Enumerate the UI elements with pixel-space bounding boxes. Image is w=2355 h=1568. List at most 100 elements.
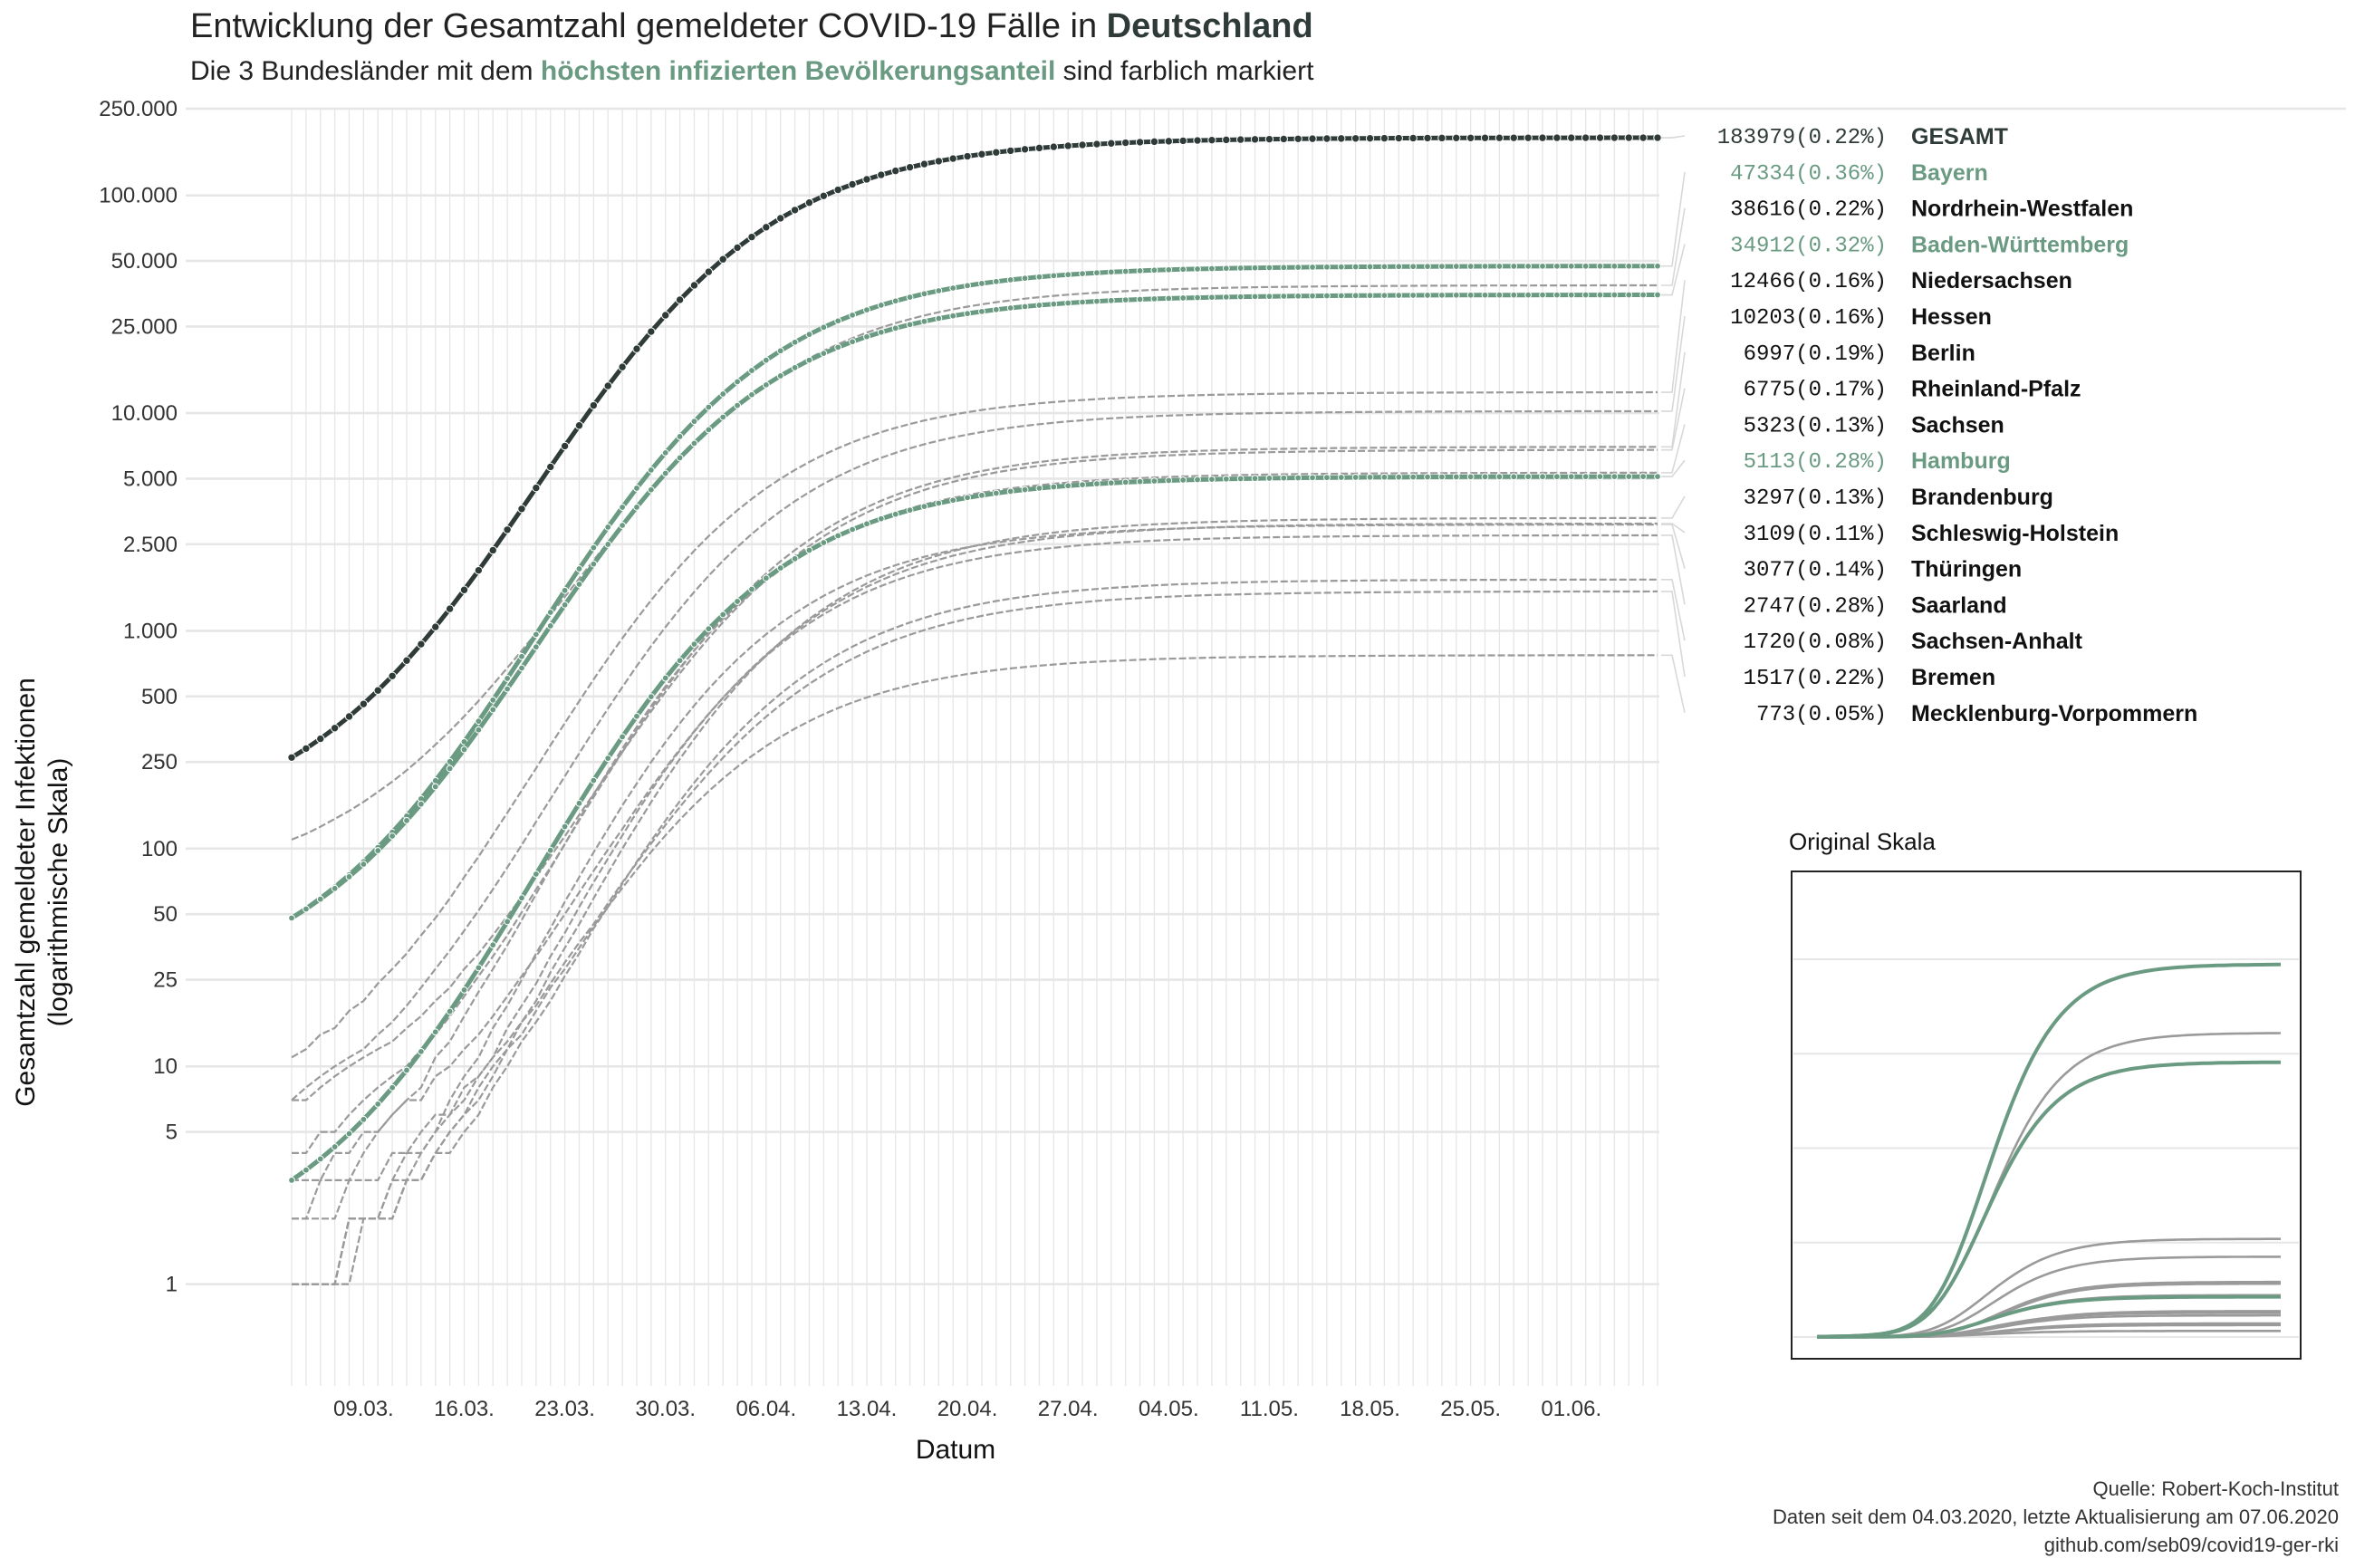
subtitle-prefix: Die 3 Bundesländer mit dem: [190, 56, 533, 86]
series-point: [863, 332, 870, 341]
series-point: [1194, 265, 1201, 273]
series-point: [791, 554, 799, 563]
series-point: [460, 746, 468, 754]
series-point: [1424, 473, 1431, 481]
x-tick-label: 20.04.: [937, 1397, 998, 1421]
series-point: [546, 462, 555, 472]
label-connector: [1661, 495, 1686, 519]
series-point: [877, 515, 885, 523]
series-point: [1235, 135, 1245, 144]
series-point: [776, 214, 785, 223]
series-point: [1150, 477, 1158, 485]
series-point: [748, 390, 755, 399]
series-point: [1093, 480, 1101, 487]
series-point: [1079, 481, 1086, 489]
series-point: [589, 400, 599, 410]
series-point: [1264, 134, 1274, 144]
series-point: [820, 350, 828, 358]
series-point: [1610, 473, 1619, 481]
series-point: [504, 918, 512, 926]
series-point: [403, 816, 410, 824]
series-point: [905, 162, 915, 172]
series-point: [1222, 135, 1231, 145]
series-point: [689, 281, 699, 290]
series-label-value: 183979(0.22%): [1717, 126, 1887, 150]
series-point: [1208, 293, 1216, 302]
series-point: [963, 151, 972, 161]
series-point: [1250, 135, 1260, 144]
series-point: [1064, 271, 1072, 279]
series-point: [1222, 475, 1230, 483]
series-point: [475, 726, 483, 734]
series-point: [1050, 272, 1058, 280]
x-tick-label: 09.03.: [333, 1397, 394, 1421]
series-point: [1495, 263, 1504, 270]
series-point: [762, 223, 771, 232]
series-point: [1524, 473, 1533, 481]
series-point: [302, 1166, 310, 1174]
label-connectors: [1661, 135, 1686, 713]
series-labels: 183979(0.22%) GESAMT 47334(0.36%) Bayern 386…: [1717, 124, 2197, 727]
series-point: [1179, 265, 1187, 274]
chart-title: Entwicklung der Gesamtzahl gemeldeter CO…: [190, 7, 1313, 46]
series-point: [791, 363, 799, 371]
series-point: [1380, 473, 1389, 481]
series-point: [532, 630, 540, 639]
series-point: [1207, 135, 1216, 145]
series-line-bremen: [292, 590, 1658, 1220]
series-label-value: 1720(0.08%): [1744, 630, 1887, 655]
series-point: [1136, 295, 1144, 303]
series-point: [1437, 473, 1446, 481]
series-point: [1337, 134, 1346, 143]
series-point: [1639, 262, 1648, 270]
series-point: [1581, 473, 1590, 481]
series-point: [1064, 299, 1072, 307]
series-point: [734, 401, 741, 409]
series-point: [747, 232, 756, 242]
series-point: [1595, 133, 1605, 142]
series-point: [690, 439, 698, 447]
series-point: [647, 327, 656, 336]
series-point: [1380, 263, 1389, 271]
series-point: [992, 305, 1000, 313]
series-point: [1581, 291, 1590, 299]
chart-title-bold: Deutschland: [1106, 7, 1313, 45]
series-point: [675, 295, 685, 304]
series-line-brandenburg: [292, 516, 1658, 1285]
series-point: [1135, 138, 1145, 147]
series-point: [1208, 476, 1216, 484]
series-label-value: 6775(0.17%): [1744, 379, 1887, 403]
series-point: [1437, 133, 1447, 143]
series-point: [1222, 293, 1230, 301]
series-point: [1280, 264, 1288, 272]
series-label-value: 5323(0.13%): [1744, 414, 1887, 438]
series-point: [489, 941, 497, 949]
series-point: [834, 343, 842, 351]
series-point: [719, 390, 727, 398]
series-point: [1193, 136, 1202, 145]
series-point: [373, 686, 382, 695]
series-point: [1509, 133, 1518, 142]
series-point: [504, 675, 512, 682]
series-point: [504, 685, 512, 693]
inset-line: [1817, 1294, 2281, 1339]
series-label-name: Bremen: [1911, 665, 1995, 690]
series-line-sachsen-anhalt: [292, 578, 1658, 1285]
series-line-mecklenburg-vorpommern: [292, 654, 1658, 1285]
series-line-saarland: [292, 534, 1658, 1285]
series-point: [719, 611, 727, 619]
series-point: [475, 717, 483, 726]
series-point: [590, 544, 598, 552]
label-connector: [1661, 534, 1686, 605]
series-point: [834, 532, 842, 540]
series-point: [833, 185, 842, 195]
series-point: [1164, 137, 1173, 146]
series-point: [475, 964, 483, 972]
series-point: [992, 148, 1001, 157]
series-point: [1323, 292, 1331, 300]
series-point: [345, 873, 353, 880]
series-point: [863, 306, 870, 313]
series-point: [1481, 473, 1489, 481]
series-point: [445, 604, 455, 613]
series-point: [1063, 141, 1072, 150]
